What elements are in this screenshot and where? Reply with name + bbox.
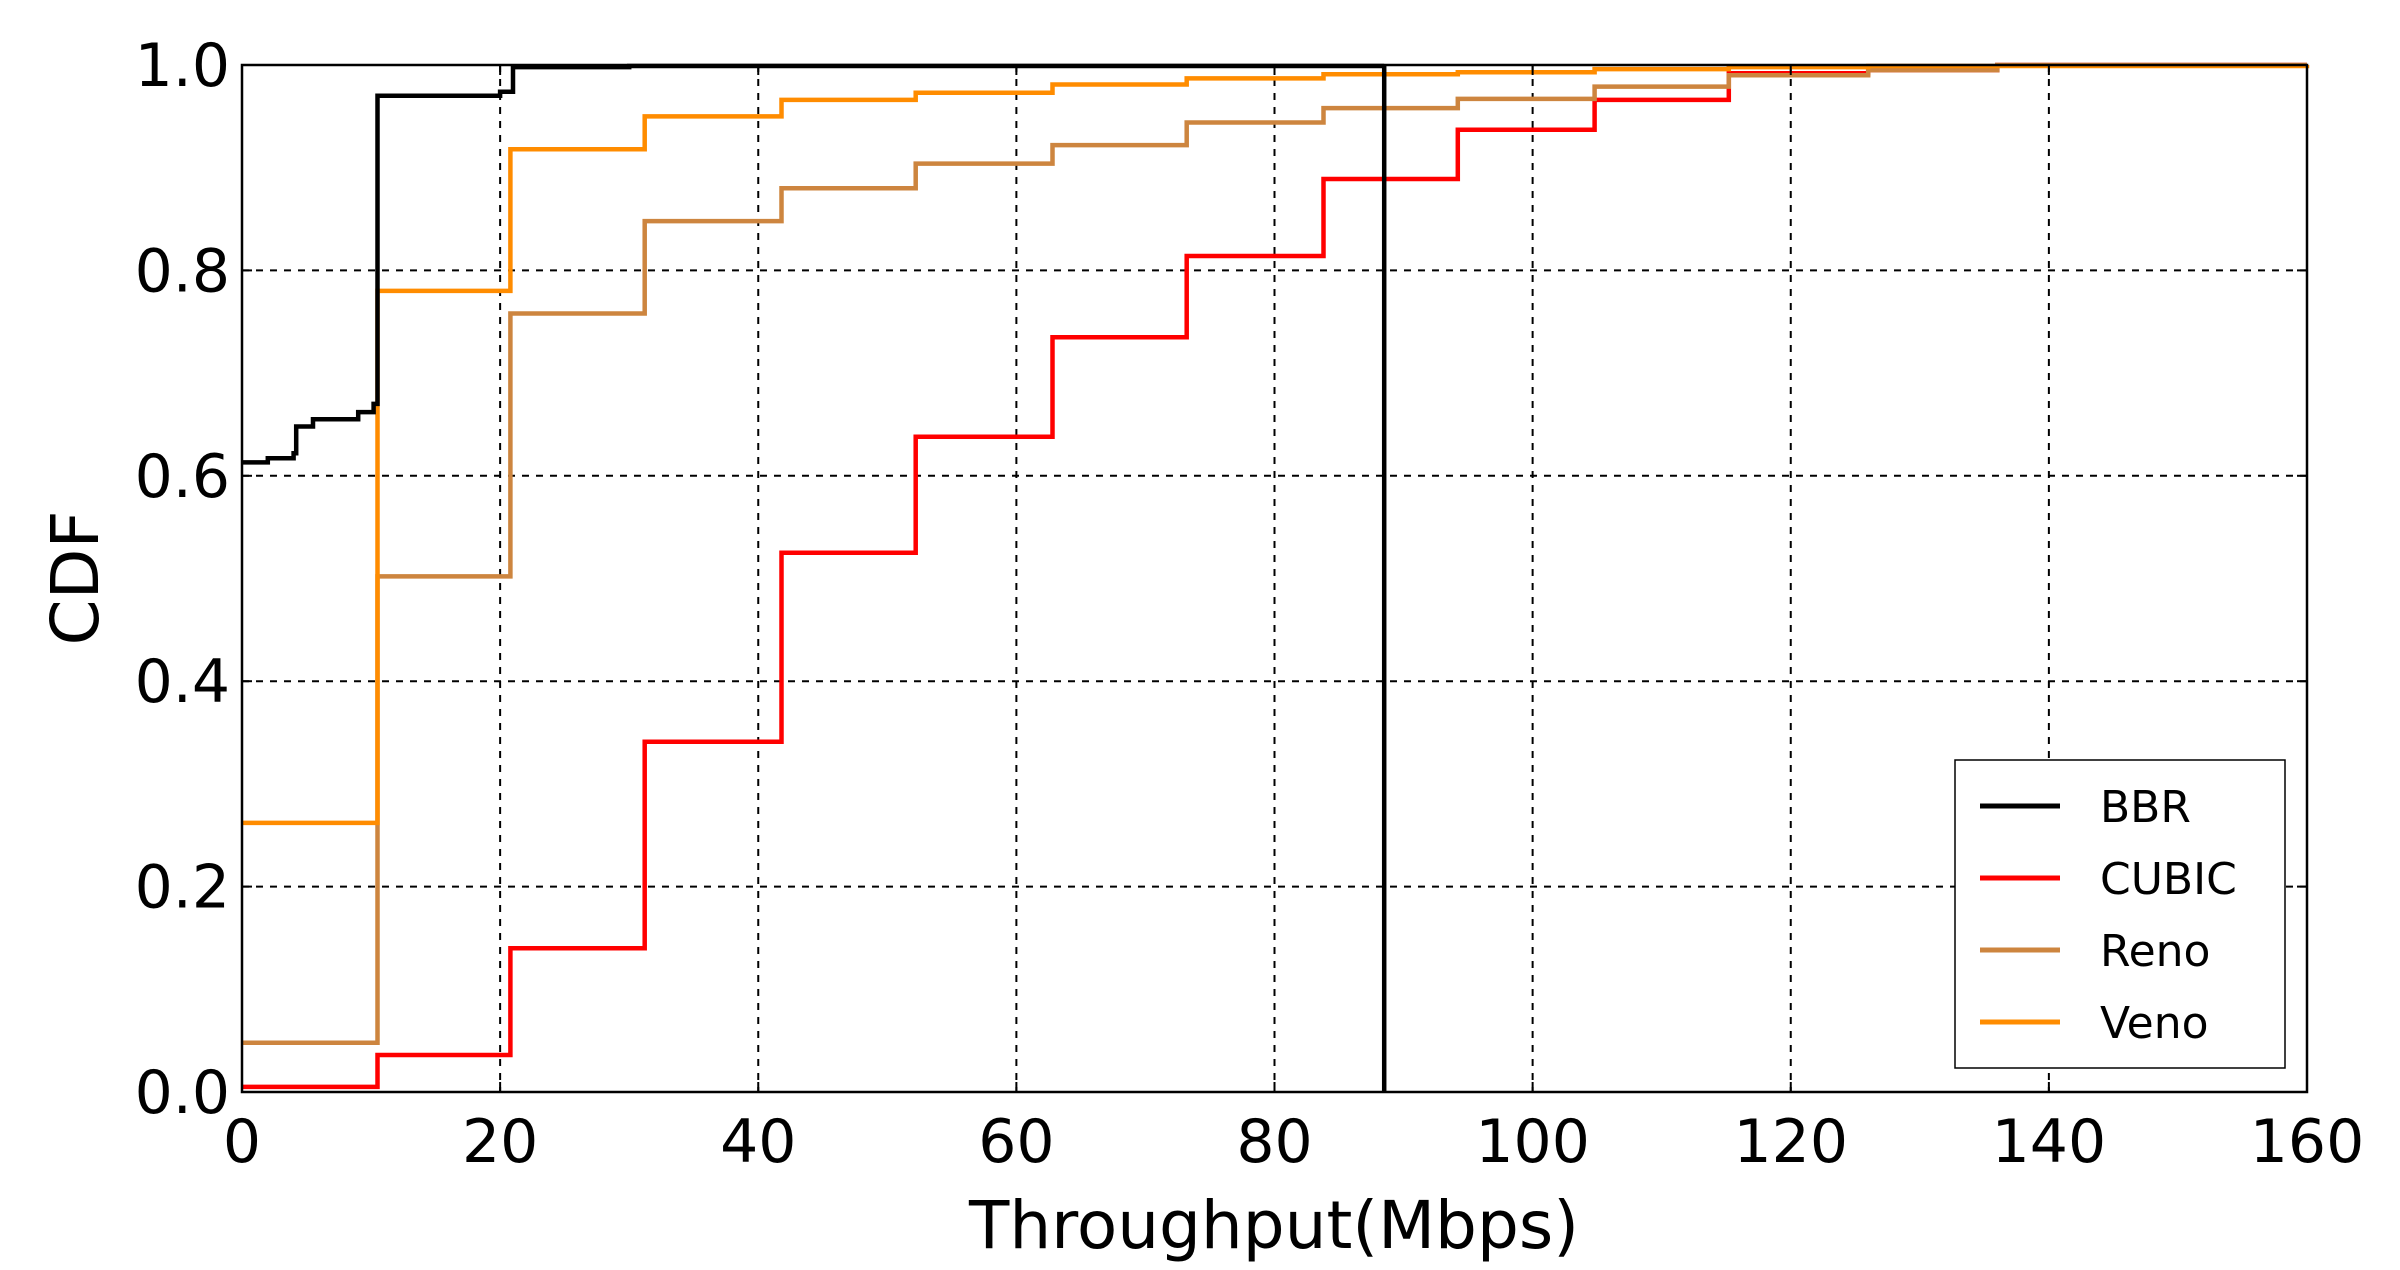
legend-label-cubic: CUBIC (2100, 854, 2237, 905)
y-tick-label: 0.2 (135, 853, 230, 923)
series-lines (242, 62, 2310, 1092)
y-tick-label: 0.6 (135, 442, 230, 512)
series-line-reno (242, 62, 2307, 1045)
x-tick-label: 20 (462, 1107, 538, 1177)
x-tick-label: 160 (2250, 1107, 2365, 1177)
y-tick-label: 0.0 (135, 1058, 230, 1128)
x-tick-label: 100 (1475, 1107, 1590, 1177)
series-line-bbr (242, 63, 1387, 1092)
y-axis-ticks: 0.0 0.2 0.4 0.6 0.8 1.0 (135, 31, 2307, 1128)
x-axis-title: Throughput(Mbps) (968, 1187, 1579, 1264)
y-tick-label: 0.4 (135, 647, 230, 717)
y-tick-label: 0.8 (135, 236, 230, 306)
x-tick-label: 60 (978, 1107, 1054, 1177)
legend-label-bbr: BBR (2100, 782, 2191, 833)
legend-box (1954, 759, 2286, 1069)
x-tick-label: 40 (720, 1107, 796, 1177)
y-axis-title: CDF (37, 511, 114, 646)
y-tick-label: 1.0 (135, 31, 230, 101)
series-line-veno (242, 63, 2310, 826)
x-tick-label: 140 (1992, 1107, 2107, 1177)
x-axis-ticks: 0 20 40 60 80 100 120 140 160 (223, 65, 2364, 1177)
legend-label-reno: Reno (2100, 926, 2210, 977)
legend: BBR CUBIC Reno Veno (1954, 759, 2286, 1069)
legend-label-veno: Veno (2100, 998, 2209, 1049)
x-tick-label: 120 (1733, 1107, 1848, 1177)
x-tick-label: 80 (1236, 1107, 1312, 1177)
x-tick-label: 0 (223, 1107, 261, 1177)
series-line-cubic (242, 62, 2307, 1090)
